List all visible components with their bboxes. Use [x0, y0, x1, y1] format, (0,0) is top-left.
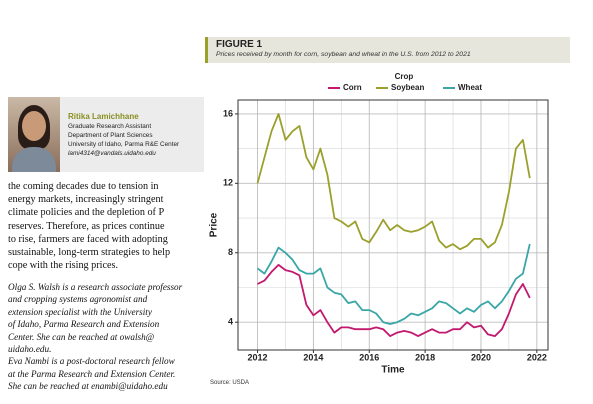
- figure-label: FIGURE 1: [216, 39, 263, 50]
- x-tick-label: 2020: [471, 352, 491, 362]
- body-line: the coming decades due to tension in: [8, 181, 159, 192]
- body-line: cope with the rising prices.: [8, 260, 119, 272]
- x-tick-label: 2012: [248, 352, 268, 362]
- body-line: energy markets, increasingly stringent: [8, 194, 164, 206]
- author-line: Department of Plant Sciences: [68, 132, 153, 139]
- y-tick-label: 4: [228, 317, 233, 327]
- legend-label: Corn: [343, 83, 362, 92]
- chart-title: Prices received by month for corn, soybe…: [216, 51, 471, 58]
- body-line: sustainable, long-term strategies to hel…: [8, 247, 171, 259]
- y-axis-label: Price: [209, 212, 220, 237]
- bio-line: uidaho.edu.: [8, 344, 52, 355]
- y-tick-label: 16: [223, 108, 233, 118]
- author-info: Ritika Lamichhane Graduate Research Assi…: [68, 111, 179, 158]
- bio-line: She can be reached at enambi@uidaho.edu: [8, 381, 168, 392]
- author-email: lami4314@vandals.uidaho.edu: [68, 150, 156, 157]
- body-text: the coming decades due to tension in ener…: [8, 180, 170, 272]
- body-line: reserves. Therefore, as prices continue: [8, 220, 165, 232]
- author-line: Graduate Research Assistant: [68, 123, 152, 130]
- bio-line: and cropping systems agronomist and: [8, 294, 148, 305]
- y-tick-label: 12: [223, 178, 233, 188]
- x-tick-label: 2016: [359, 352, 379, 362]
- series-line: [257, 264, 531, 337]
- x-tick-label: 2022: [527, 352, 547, 362]
- x-tick-label: 2018: [415, 352, 435, 362]
- bio-line: Eva Nambi is a post-doctoral research fe…: [8, 356, 175, 367]
- series-line: [256, 243, 531, 325]
- plot-area: [237, 99, 549, 351]
- bio-line: Center. She can be reached at owalsh@: [8, 331, 155, 342]
- author-line: University of Idaho, Parma R&E Center: [68, 141, 180, 148]
- legend-label: Soybean: [391, 83, 424, 92]
- series-line: [256, 113, 531, 251]
- legend-title: Crop: [395, 72, 414, 81]
- figure-header: FIGURE 1 Prices received by month for co…: [205, 37, 570, 63]
- author-photo: [8, 97, 60, 172]
- bio-line: at the Parma Research and Extension Cent…: [8, 368, 176, 379]
- legend-label: Wheat: [458, 83, 482, 92]
- x-axis-label: Time: [381, 365, 405, 376]
- bio-line: Olga S. Walsh is a research associate pr…: [8, 282, 183, 292]
- plot-border: [237, 99, 549, 351]
- body-line: to rise, farmers are faced with adopting: [8, 233, 168, 245]
- source: Source: USDA: [210, 380, 250, 386]
- y-tick-label: 8: [228, 247, 233, 257]
- body-line: climate policies and the depletion of P: [8, 207, 165, 219]
- author-name: Ritika Lamichhane: [68, 112, 139, 121]
- x-tick-label: 2014: [303, 352, 323, 362]
- bio-line: extension specialist with the University: [8, 306, 152, 317]
- bio-text: Olga S. Walsh is a research associate pr…: [8, 281, 182, 393]
- bio-line: of Idaho, Parma Research and Extension: [8, 319, 160, 330]
- author-box: Ritika Lamichhane Graduate Research Assi…: [8, 97, 204, 172]
